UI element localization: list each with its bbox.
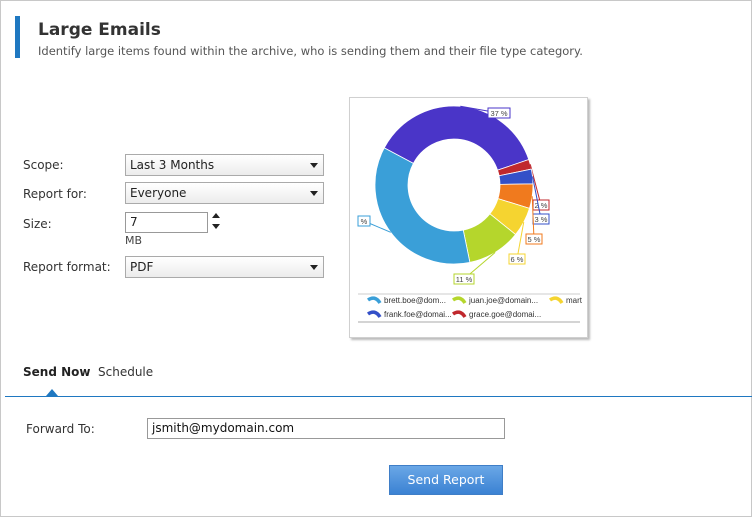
forward-to-label: Forward To: [26, 422, 95, 436]
spin-up-icon[interactable] [212, 213, 220, 218]
slice-label-box [508, 253, 526, 265]
report-for-label: Report for: [23, 187, 87, 201]
slice-leader-line [532, 176, 542, 220]
size-unit: MB [125, 234, 143, 247]
forward-to-input[interactable]: jsmith@mydomain.com [147, 418, 505, 439]
legend-swatch [451, 296, 467, 305]
report-format-label: Report format: [23, 260, 111, 274]
slice-data-label: 2 % [535, 201, 548, 210]
slice-label-box [357, 215, 371, 227]
legend-swatch [548, 296, 564, 305]
slice-data-label: 5 % [528, 235, 541, 244]
scope-label: Scope: [23, 158, 64, 172]
legend-entry: frank.foe@domai... [384, 310, 452, 319]
spin-down-icon[interactable] [212, 224, 220, 229]
title-accent-bar [15, 16, 20, 58]
size-label: Size: [23, 217, 52, 231]
slice-data-label: 6 % [511, 255, 524, 264]
scope-select[interactable]: Last 3 Months [125, 154, 324, 176]
donut-slice [374, 147, 471, 265]
tab-schedule[interactable]: Schedule [98, 365, 154, 379]
report-format-value: PDF [130, 260, 154, 274]
slice-data-label: 3 % [535, 215, 548, 224]
slice-label-box [453, 273, 475, 285]
report-format-select[interactable]: PDF [125, 256, 324, 278]
slice-data-label: % [361, 217, 368, 226]
slice-label-box [487, 107, 511, 119]
page-subtitle: Identify large items found within the ar… [38, 44, 583, 58]
size-input[interactable]: 7 [125, 212, 208, 233]
donut-chart-svg: 37 % 2 % 3 % 5 % 6 % 11 %% brett.boe@dom... jua… [357, 105, 583, 323]
chevron-down-icon [310, 265, 318, 270]
donut-slice [383, 105, 530, 171]
tab-bar: Send Now Schedule [0, 360, 752, 398]
report-for-value: Everyone [130, 186, 187, 200]
legend-swatch [451, 310, 467, 319]
slice-data-label: 11 % [456, 275, 473, 284]
slice-label-box [525, 233, 543, 245]
slice-data-label: 37 % [490, 109, 507, 118]
slice-leader-line [516, 221, 525, 260]
legend-entry: mart [566, 296, 583, 305]
legend-swatch [366, 296, 382, 305]
legend-entry: brett.boe@dom... [384, 296, 446, 305]
chevron-down-icon [310, 163, 318, 168]
legend-entry: grace.goe@domai... [469, 310, 541, 319]
report-for-select[interactable]: Everyone [125, 182, 324, 204]
legend-swatch [366, 310, 382, 319]
active-tab-marker [46, 389, 58, 396]
donut-chart: 37 % 2 % 3 % 5 % 6 % 11 %% brett.boe@dom... jua… [349, 97, 588, 338]
page-title: Large Emails [38, 20, 161, 40]
slice-leader-line [531, 196, 535, 240]
scope-value: Last 3 Months [130, 158, 215, 172]
send-report-button[interactable]: Send Report [389, 465, 503, 495]
chevron-down-icon [310, 191, 318, 196]
legend-entry: juan.joe@domain... [468, 296, 538, 305]
tab-send-now[interactable]: Send Now [23, 365, 91, 379]
tab-divider [5, 396, 752, 397]
